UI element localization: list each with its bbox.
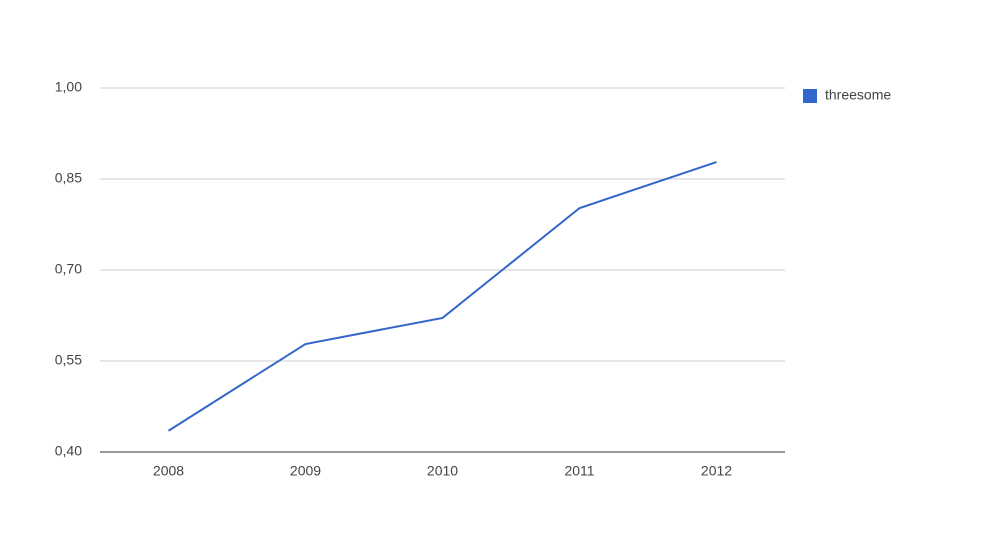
y-tick-label: 0,55 bbox=[55, 352, 82, 368]
legend-label: threesome bbox=[825, 87, 891, 103]
legend-swatch bbox=[803, 89, 817, 103]
series-line bbox=[167, 161, 717, 432]
y-tick-label: 0,40 bbox=[55, 443, 82, 459]
x-tick-label: 2009 bbox=[290, 463, 321, 479]
x-tick-label: 2008 bbox=[153, 463, 184, 479]
x-tick-label: 2011 bbox=[564, 463, 594, 479]
x-tick-label: 2010 bbox=[427, 463, 458, 479]
y-tick-label: 0,70 bbox=[55, 261, 82, 277]
x-tick-label: 2012 bbox=[701, 463, 732, 479]
y-tick-label: 1,00 bbox=[55, 79, 82, 95]
y-tick-label: 0,85 bbox=[55, 170, 82, 186]
